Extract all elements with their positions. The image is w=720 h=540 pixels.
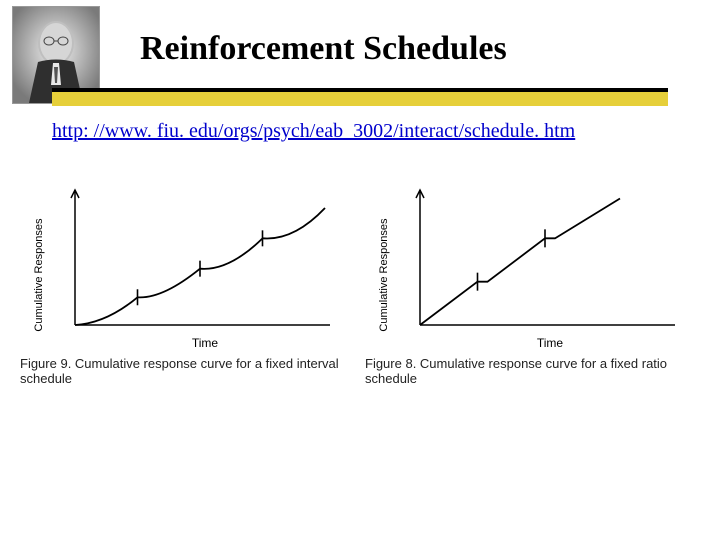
y-axis-label: Cumulative Responses [378, 218, 390, 332]
chart-fixed-ratio: Cumulative Responses Time Figure 8. Cumu… [365, 175, 700, 395]
figure-caption: Figure 8. Cumulative response curve for … [365, 356, 700, 386]
figure-caption: Figure 9. Cumulative response curve for … [20, 356, 355, 386]
x-axis-label: Time [192, 336, 219, 350]
y-axis-label: Cumulative Responses [33, 218, 45, 332]
page-title: Reinforcement Schedules [140, 30, 507, 68]
x-axis-label: Time [537, 336, 564, 350]
reference-link[interactable]: http: //www. fiu. edu/orgs/psych/eab_300… [52, 120, 575, 143]
chart-fixed-interval: Cumulative Responses Time Figure 9. Cumu… [20, 175, 355, 395]
title-underline [52, 88, 668, 106]
